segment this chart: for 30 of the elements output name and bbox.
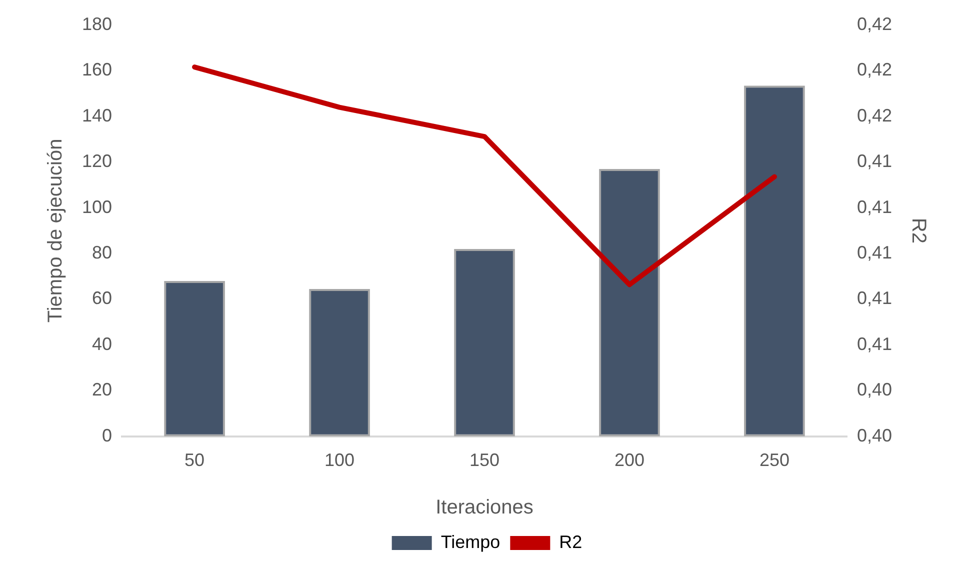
y2-tick-label: 0,42	[856, 60, 892, 80]
y-tick-label: 0	[102, 425, 112, 446]
y2-tick-label: 0,42	[856, 105, 892, 126]
y-tick-label: 180	[82, 14, 112, 34]
y2-tick-label: 0,41	[856, 242, 892, 263]
y2-tick-label: 0,40	[856, 425, 892, 446]
x-tick-label: 250	[759, 450, 790, 470]
y2-axis-title: R2	[907, 218, 930, 244]
y-tick-label: 140	[82, 105, 112, 126]
legend-label: Tiempo	[440, 532, 500, 552]
legend-label: R2	[559, 532, 582, 552]
x-axis-title: Iteraciones	[436, 496, 534, 519]
y2-tick-label: 0,42	[856, 14, 892, 34]
y-tick-label: 40	[92, 334, 112, 354]
y2-tick-label: 0,40	[856, 380, 892, 400]
x-tick-label: 50	[184, 450, 205, 470]
y2-tick-label: 0,41	[856, 151, 892, 172]
y-axis-title: Tiempo de ejecución	[44, 138, 67, 323]
x-tick-label: 100	[324, 450, 355, 470]
y2-tick-label: 0,41	[856, 196, 892, 217]
y-tick-label: 80	[92, 242, 112, 263]
y2-tick-label: 0,41	[856, 288, 892, 308]
x-tick-label: 200	[614, 450, 645, 470]
y-tick-label: 100	[82, 196, 112, 217]
y-tick-label: 60	[92, 288, 112, 308]
y-tick-label: 160	[82, 60, 112, 80]
x-tick-label: 150	[469, 450, 500, 470]
y-tick-label: 120	[82, 151, 112, 172]
y2-tick-label: 0,41	[856, 334, 892, 354]
y-tick-label: 20	[92, 380, 112, 400]
